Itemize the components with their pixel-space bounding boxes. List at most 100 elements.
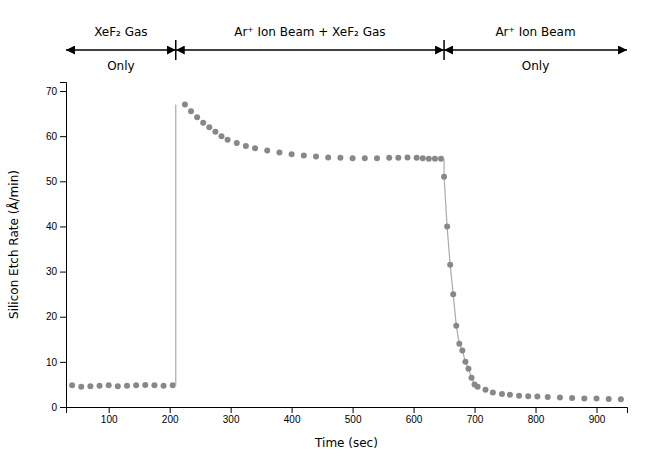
annotations: XeF₂ Gas Only Ar⁺ Ion Beam + XeF₂ Gas Ar⁺ I… (66, 25, 627, 73)
y-tick-mark (60, 226, 66, 227)
data-point (395, 155, 401, 161)
x-tick-mark (170, 407, 171, 413)
region-label: XeF₂ Gas (94, 25, 148, 39)
series (475, 384, 624, 403)
y-tick-label: 20 (46, 311, 58, 322)
data-point (475, 384, 481, 390)
data-point (453, 323, 459, 329)
x-tick-mark (536, 407, 537, 413)
x-tick: 900 (589, 407, 606, 425)
data-point (264, 148, 270, 154)
data-point (206, 124, 212, 130)
data-point (182, 102, 188, 108)
region-label: Only (522, 59, 550, 73)
region-label: Ar⁺ Ion Beam (495, 25, 575, 39)
data-point (444, 223, 450, 229)
y-tick: 10 (46, 357, 66, 368)
data-point (594, 395, 600, 401)
y-tick: 60 (46, 131, 66, 142)
y-tick-mark (60, 362, 66, 363)
region-boundary (175, 40, 177, 60)
x-tick: 500 (345, 407, 362, 425)
y-tick-label: 40 (46, 221, 58, 232)
x-tick: 700 (467, 407, 484, 425)
data-point (313, 153, 319, 159)
y-tick-label: 50 (46, 176, 58, 187)
y-tick-mark (60, 136, 66, 137)
data-point (426, 156, 432, 162)
data-point (516, 393, 522, 399)
x-tick-label: 300 (223, 414, 240, 425)
x-tick: 300 (223, 407, 240, 425)
x-tick-mark (414, 407, 415, 413)
x-tick-mark (231, 407, 232, 413)
data-point (115, 383, 121, 389)
data-point (218, 133, 224, 139)
series (441, 174, 477, 388)
series (175, 105, 176, 386)
data-point (450, 291, 456, 297)
data-point (557, 395, 563, 401)
data-point (459, 348, 465, 354)
y-tick-label: 60 (46, 131, 58, 142)
x-axis-line (67, 408, 628, 414)
x-axis: 100200300400500600700800900 (67, 407, 628, 425)
data-point (243, 143, 249, 149)
x-tick-mark (292, 407, 293, 413)
y-tick-label: 10 (46, 357, 58, 368)
y-axis-line (60, 83, 67, 408)
data-point (483, 387, 489, 393)
y-tick-mark (60, 91, 66, 92)
region-arrow (176, 49, 444, 51)
series (444, 177, 474, 385)
data-point (337, 155, 343, 161)
y-axis-title: Silicon Etch Rate (Å/min) (6, 170, 21, 319)
y-tick: 20 (46, 311, 66, 322)
region-label: Ar⁺ Ion Beam + XeF₂ Gas (234, 25, 385, 39)
region-label: Only (107, 59, 135, 73)
data-point (499, 391, 505, 397)
x-tick: 600 (406, 407, 423, 425)
data-point (606, 396, 612, 402)
data-point (78, 384, 84, 390)
data-point (404, 154, 410, 160)
x-tick-label: 100 (101, 414, 118, 425)
data-point (465, 366, 471, 372)
x-axis-title: Time (sec) (314, 436, 378, 450)
region-boundary (443, 40, 445, 60)
data-line (175, 105, 176, 386)
data-point (456, 341, 462, 347)
x-tick-mark (353, 407, 354, 413)
y-tick-mark (60, 272, 66, 273)
y-tick-label: 0 (51, 402, 57, 413)
data-point (225, 137, 231, 143)
data-point (212, 129, 218, 135)
y-tick-mark (60, 407, 66, 408)
y-tick: 70 (46, 86, 66, 97)
data-point (420, 155, 426, 161)
y-tick: 50 (46, 176, 66, 187)
x-tick: 100 (101, 407, 118, 425)
x-tick-label: 800 (528, 414, 545, 425)
x-tick: 400 (284, 407, 301, 425)
series (69, 382, 176, 390)
data-point (106, 382, 112, 388)
data-point (188, 108, 194, 114)
data-point (581, 395, 587, 401)
data-point (142, 382, 148, 388)
region-arrow (444, 49, 627, 51)
x-tick: 800 (528, 407, 545, 425)
data-point (469, 375, 475, 381)
x-tick-label: 600 (406, 414, 423, 425)
data-point (276, 149, 282, 155)
data-point (447, 262, 453, 268)
y-tick-label: 30 (46, 266, 58, 277)
x-tick-label: 700 (467, 414, 484, 425)
data-point (151, 382, 157, 388)
data-point (252, 145, 258, 151)
y-tick: 30 (46, 266, 66, 277)
chart: 1002003004005006007008009000102030405060… (0, 0, 651, 459)
data-point (569, 395, 575, 401)
data-point (234, 140, 240, 146)
data-point (69, 382, 75, 388)
